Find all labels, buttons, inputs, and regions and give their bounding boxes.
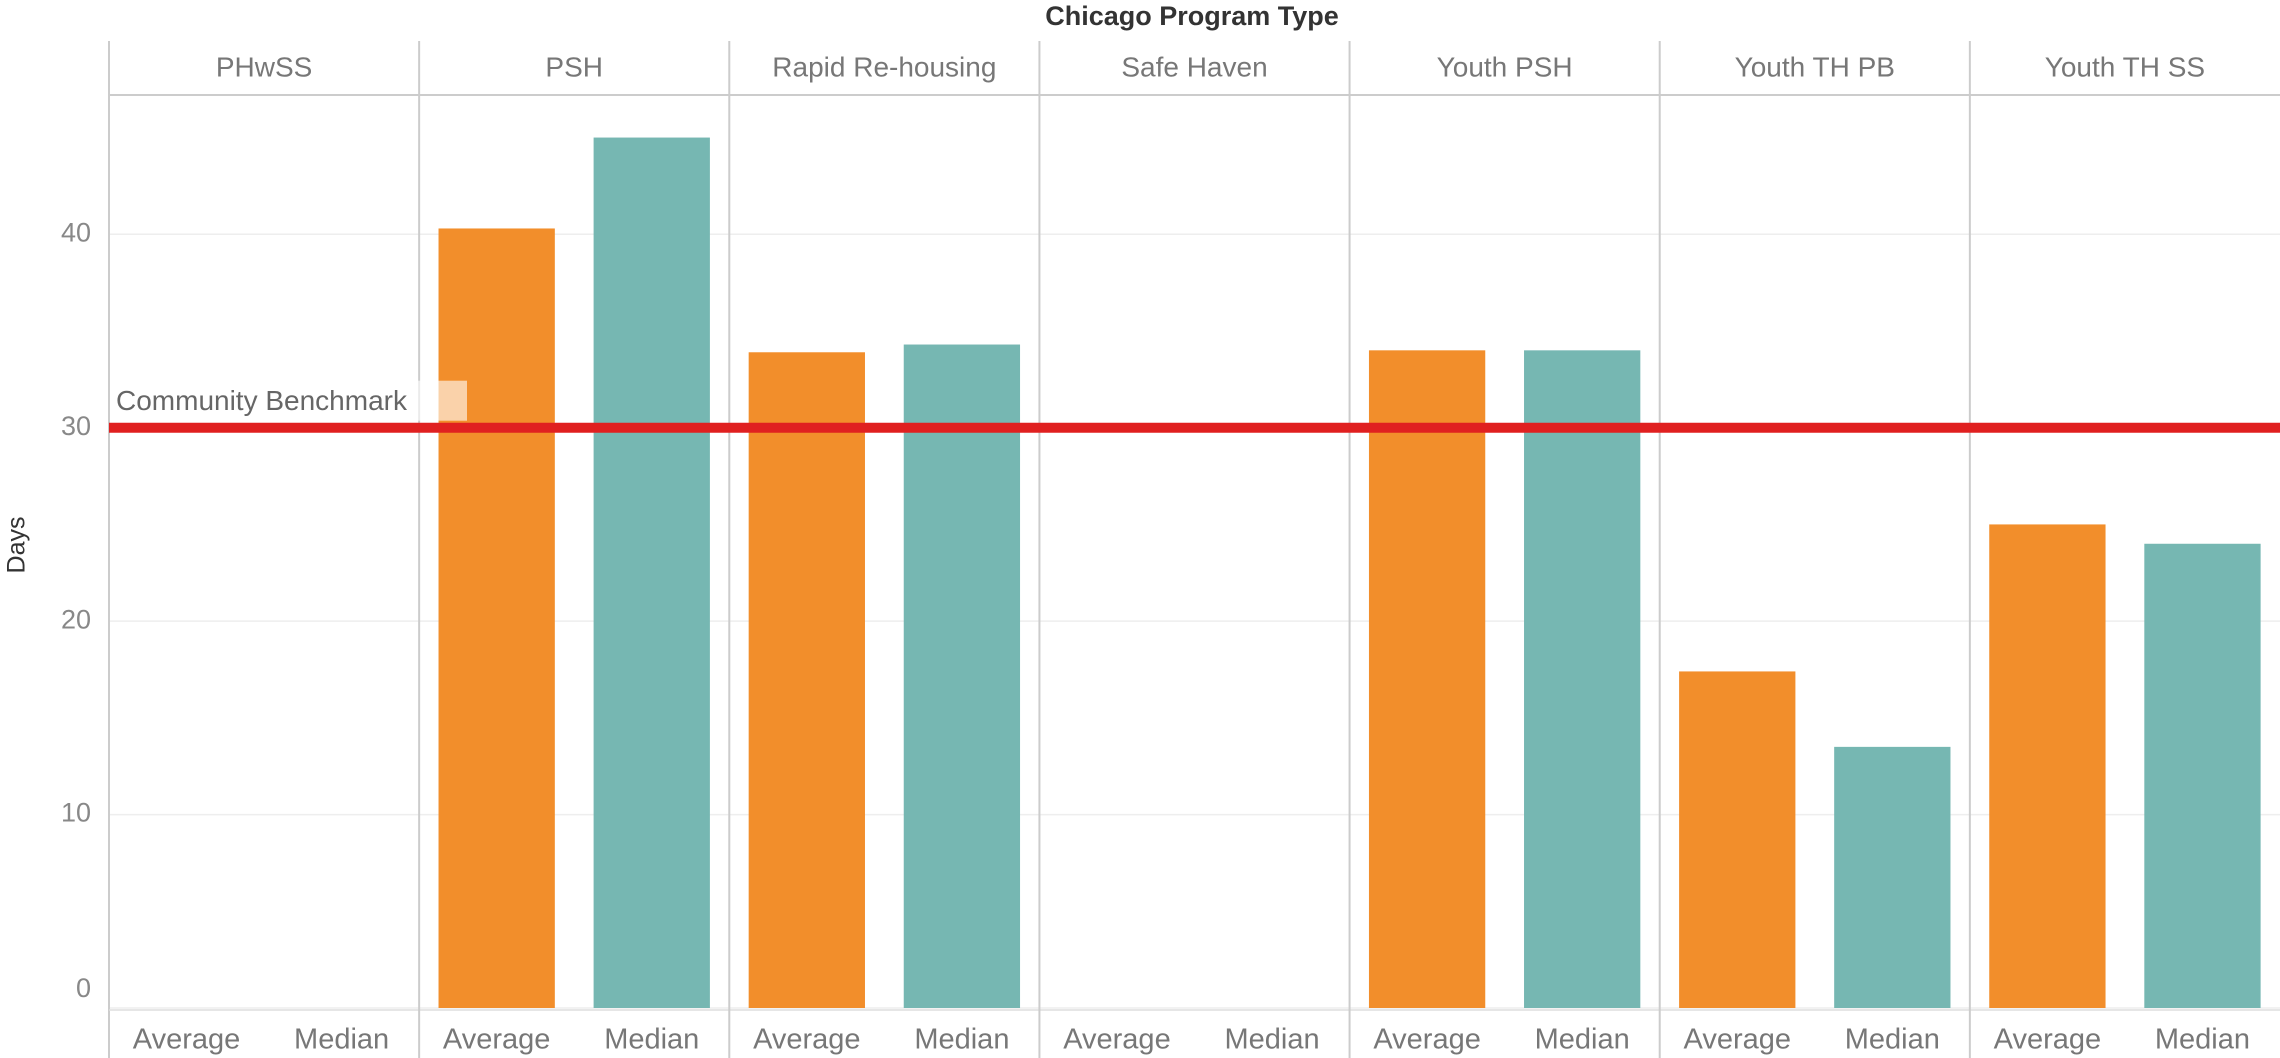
bar <box>2144 543 2261 1008</box>
bar <box>1368 350 1486 1008</box>
panel-header: Youth PSH <box>1437 51 1573 82</box>
y-tick-label: 10 <box>61 798 91 828</box>
y-tick-label: 20 <box>61 604 91 634</box>
panel-header: Youth TH SS <box>2045 51 2205 82</box>
x-tick-label: Median <box>294 1024 389 1056</box>
bar <box>1679 671 1796 1008</box>
x-tick-label: Average <box>1373 1024 1481 1056</box>
panel-header: Youth TH PB <box>1735 51 1895 82</box>
bar <box>593 137 710 1009</box>
x-tick-label: Average <box>753 1024 861 1056</box>
x-tick-label: Average <box>133 1024 241 1056</box>
bar <box>438 228 555 1009</box>
x-tick-label: Average <box>1994 1024 2102 1056</box>
chart-title: Chicago Program Type <box>1045 1 1339 31</box>
x-tick-label: Median <box>1845 1024 1940 1056</box>
panel-header: PHwSS <box>216 51 312 82</box>
y-tick-label: 40 <box>61 217 91 247</box>
x-tick-label: Median <box>1224 1024 1319 1056</box>
reference-label: Community Benchmark <box>116 385 408 416</box>
x-tick-label: Median <box>1535 1024 1630 1056</box>
bar <box>1834 746 1951 1008</box>
panel-header: Safe Haven <box>1121 51 1267 82</box>
bar <box>1524 350 1641 1008</box>
bar <box>1989 524 2106 1008</box>
x-tick-label: Average <box>1063 1024 1171 1056</box>
reference-label-bg <box>113 380 467 421</box>
bar <box>748 352 865 1008</box>
x-tick-label: Median <box>604 1024 699 1056</box>
y-axis-label: Days <box>3 517 31 574</box>
panel-header: PSH <box>545 51 603 82</box>
y-tick-label: 0 <box>76 973 91 1003</box>
y-tick-label: 30 <box>61 411 91 441</box>
x-tick-label: Average <box>1684 1024 1792 1056</box>
x-tick-label: Median <box>914 1024 1009 1056</box>
x-tick-label: Average <box>443 1024 551 1056</box>
bar <box>903 344 1021 1008</box>
panel-header: Rapid Re-housing <box>772 51 996 82</box>
x-tick-label: Median <box>2155 1024 2250 1056</box>
